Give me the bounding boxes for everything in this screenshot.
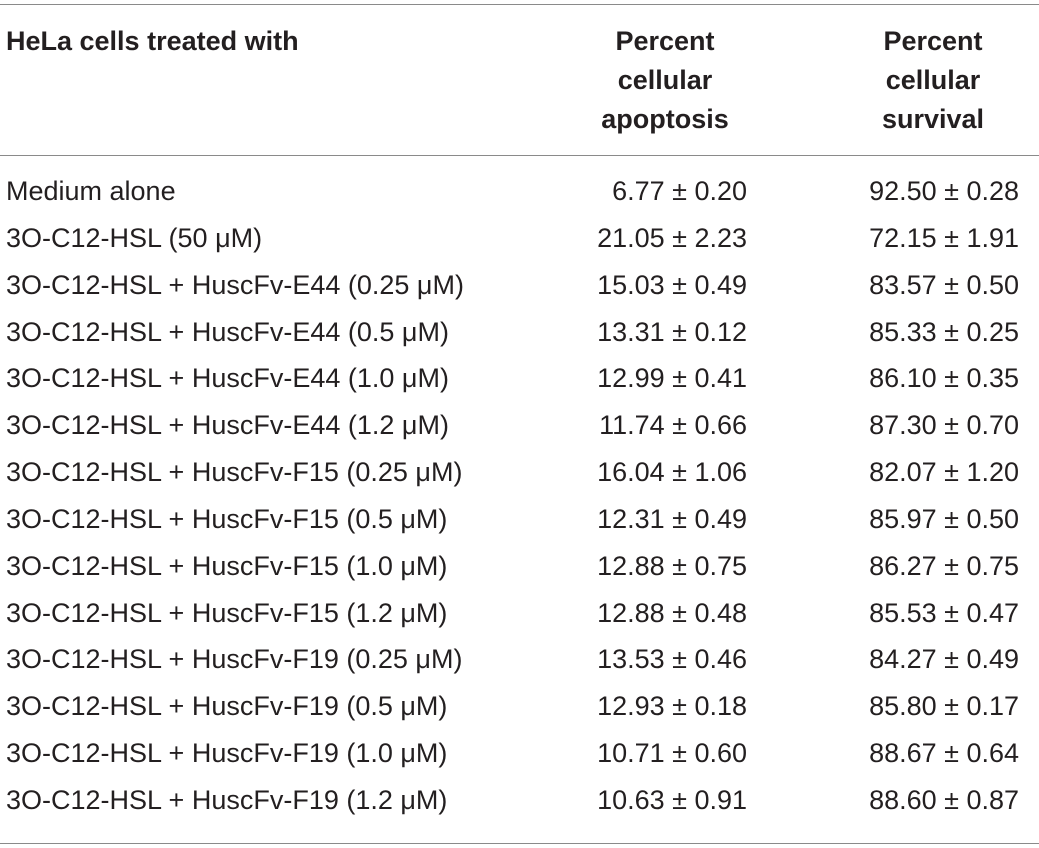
cell-survival: 86.10 ± 0.35: [869, 363, 1019, 394]
cell-survival: 88.60 ± 0.87: [869, 784, 1019, 815]
cell-apoptosis: 15.03 ± 0.49: [597, 269, 747, 300]
cell-apoptosis: 21.05 ± 2.23: [597, 222, 747, 253]
header-survival: Percent cellular survival: [838, 22, 1028, 139]
cell-apoptosis: 13.53 ± 0.46: [597, 644, 747, 675]
header-treatment: HeLa cells treated with: [6, 26, 299, 56]
header-survival-line: Percent: [883, 26, 983, 56]
cell-treatment: 3O-C12-HSL + HuscFv-F19 (0.25 μM): [6, 644, 463, 675]
header-apoptosis-line: cellular: [617, 65, 713, 95]
header-survival-line: cellular: [885, 65, 981, 95]
top-rule: [0, 4, 1039, 5]
table-header: HeLa cells treated with Percent cellular…: [0, 22, 1039, 142]
header-rule: [0, 155, 1039, 156]
cell-survival: 87.30 ± 0.70: [869, 410, 1019, 441]
cell-treatment: 3O-C12-HSL + HuscFv-E44 (1.0 μM): [6, 363, 449, 394]
cell-treatment: 3O-C12-HSL + HuscFv-F19 (1.0 μM): [6, 738, 448, 769]
cell-apoptosis: 12.88 ± 0.48: [597, 597, 747, 628]
cell-treatment: 3O-C12-HSL + HuscFv-F15 (0.5 μM): [6, 503, 448, 534]
cell-treatment: 3O-C12-HSL + HuscFv-F19 (1.2 μM): [6, 784, 448, 815]
bottom-rule: [0, 843, 1039, 844]
cell-survival: 85.33 ± 0.25: [869, 316, 1019, 347]
cell-survival: 82.07 ± 1.20: [869, 457, 1019, 488]
table-row: 3O-C12-HSL + HuscFv-F15 (0.5 μM) 12.31 ± …: [0, 496, 1039, 543]
cell-survival: 84.27 ± 0.49: [869, 644, 1019, 675]
cell-survival: 86.27 ± 0.75: [869, 550, 1019, 581]
cell-apoptosis: 12.88 ± 0.75: [597, 550, 747, 581]
table-row: 3O-C12-HSL + HuscFv-F15 (0.25 μM) 16.04 ±…: [0, 449, 1039, 496]
cell-treatment: 3O-C12-HSL + HuscFv-E44 (0.25 μM): [6, 269, 464, 300]
cell-apoptosis: 13.31 ± 0.12: [597, 316, 747, 347]
table-row: Medium alone 6.77 ± 0.20 92.50 ± 0.28: [0, 168, 1039, 215]
cell-apoptosis: 11.74 ± 0.66: [599, 410, 747, 441]
table-row: 3O-C12-HSL + HuscFv-E44 (1.0 μM) 12.99 ± …: [0, 355, 1039, 402]
cell-apoptosis: 12.99 ± 0.41: [597, 363, 747, 394]
cell-apoptosis: 12.31 ± 0.49: [597, 503, 747, 534]
cell-apoptosis: 10.63 ± 0.91: [597, 784, 747, 815]
header-apoptosis-line: apoptosis: [601, 104, 729, 134]
table-row: 3O-C12-HSL + HuscFv-F19 (1.0 μM) 10.71 ± …: [0, 730, 1039, 777]
cell-apoptosis: 6.77 ± 0.20: [612, 176, 747, 206]
cell-survival: 83.57 ± 0.50: [869, 269, 1019, 300]
cell-survival: 85.80 ± 0.17: [869, 691, 1019, 722]
cell-survival: 85.53 ± 0.47: [869, 597, 1019, 628]
cell-treatment: 3O-C12-HSL + HuscFv-F15 (0.25 μM): [6, 457, 463, 488]
cell-treatment: 3O-C12-HSL (50 μM): [6, 222, 263, 253]
cell-survival: 88.67 ± 0.64: [869, 738, 1019, 769]
cell-survival: 85.97 ± 0.50: [869, 503, 1019, 534]
header-apoptosis: Percent cellular apoptosis: [570, 22, 760, 139]
table-row: 3O-C12-HSL + HuscFv-F15 (1.0 μM) 12.88 ± …: [0, 543, 1039, 590]
cell-treatment: 3O-C12-HSL + HuscFv-F15 (1.0 μM): [6, 550, 448, 581]
table-row: 3O-C12-HSL + HuscFv-F15 (1.2 μM) 12.88 ± …: [0, 590, 1039, 637]
cell-treatment: 3O-C12-HSL + HuscFv-F19 (0.5 μM): [6, 691, 448, 722]
header-survival-line: survival: [881, 104, 985, 134]
cell-survival: 92.50 ± 0.28: [869, 176, 1019, 206]
header-apoptosis-line: Percent: [615, 26, 715, 56]
cell-treatment: 3O-C12-HSL + HuscFv-F15 (1.2 μM): [6, 597, 448, 628]
table-row: 3O-C12-HSL + HuscFv-F19 (0.25 μM) 13.53 ±…: [0, 636, 1039, 683]
cell-treatment: Medium alone: [6, 176, 176, 206]
table-row: 3O-C12-HSL + HuscFv-E44 (1.2 μM) 11.74 ± …: [0, 402, 1039, 449]
table-row: 3O-C12-HSL (50 μM) 21.05 ± 2.23 72.15 ± 1.…: [0, 215, 1039, 262]
table-row: 3O-C12-HSL + HuscFv-F19 (0.5 μM) 12.93 ± …: [0, 683, 1039, 730]
table-row: 3O-C12-HSL + HuscFv-F19 (1.2 μM) 10.63 ± …: [0, 777, 1039, 824]
cell-apoptosis: 10.71 ± 0.60: [597, 738, 747, 769]
cell-treatment: 3O-C12-HSL + HuscFv-E44 (1.2 μM): [6, 410, 449, 441]
cell-apoptosis: 12.93 ± 0.18: [597, 691, 747, 722]
cell-apoptosis: 16.04 ± 1.06: [597, 457, 747, 488]
table-row: 3O-C12-HSL + HuscFv-E44 (0.25 μM) 15.03 ±…: [0, 262, 1039, 309]
table-row: 3O-C12-HSL + HuscFv-E44 (0.5 μM) 13.31 ± …: [0, 309, 1039, 356]
cell-survival: 72.15 ± 1.91: [869, 222, 1019, 253]
cell-treatment: 3O-C12-HSL + HuscFv-E44 (0.5 μM): [6, 316, 449, 347]
table-body: Medium alone 6.77 ± 0.20 92.50 ± 0.28 3O-C1…: [0, 168, 1039, 824]
